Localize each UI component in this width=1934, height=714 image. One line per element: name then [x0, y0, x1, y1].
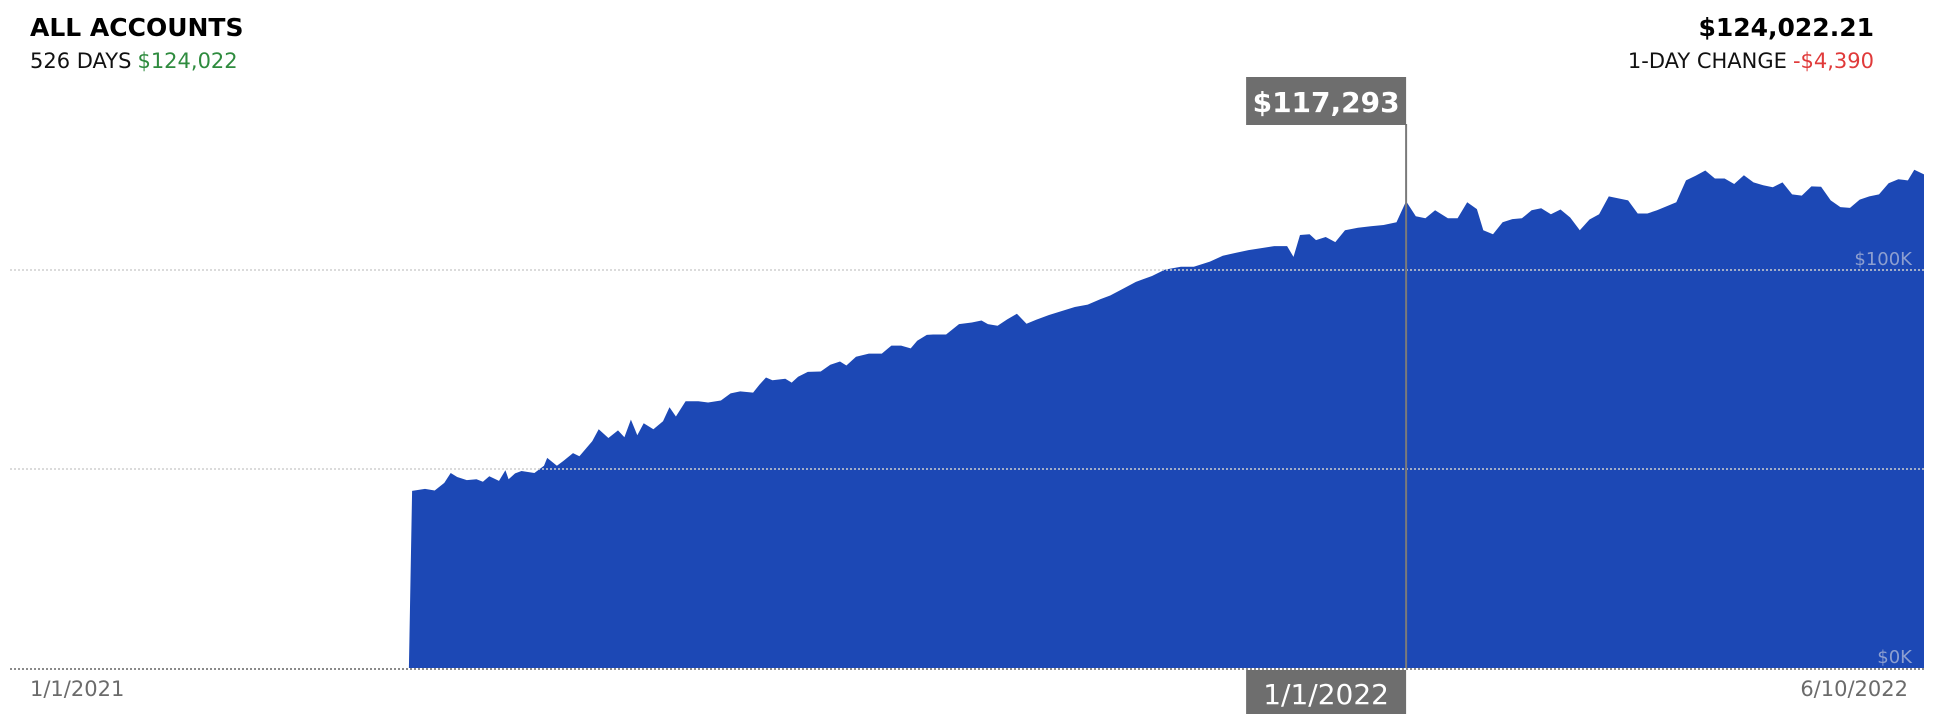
account-value-area [10, 169, 1924, 668]
day-change: 1-DAY CHANGE -$4,390 [1628, 49, 1874, 73]
date-tooltip: 1/1/2022 [1246, 670, 1407, 714]
y-axis-ticks: $0K $100K [1854, 249, 1913, 668]
y-tick-label: $100K [1854, 249, 1913, 270]
value-tooltip-background [1246, 77, 1407, 125]
y-tick-label: $0K [1877, 647, 1913, 668]
date-tooltip-text: 1/1/2022 [1263, 678, 1389, 711]
days-value: $124,022 [137, 49, 237, 73]
days-summary: 526 DAYS $124,022 [30, 49, 238, 73]
x-tick-label: 6/10/2022 [1800, 677, 1908, 701]
date-tooltip-background [1246, 670, 1407, 714]
days-label: 526 DAYS [30, 49, 131, 73]
value-tooltip: $117,293 [1246, 77, 1407, 125]
x-axis-ticks: 1/1/2021 6/10/2022 [30, 677, 1908, 701]
value-tooltip-text: $117,293 [1253, 86, 1400, 119]
total-value: $124,022.21 [1698, 13, 1874, 42]
day-change-label: 1-DAY CHANGE [1628, 49, 1787, 73]
x-tick-label: 1/1/2021 [30, 677, 124, 701]
plot-area: $0K $100K [10, 124, 1924, 670]
page-title: ALL ACCOUNTS [30, 13, 244, 42]
day-change-value: -$4,390 [1793, 49, 1874, 73]
gridlines [10, 269, 1924, 470]
